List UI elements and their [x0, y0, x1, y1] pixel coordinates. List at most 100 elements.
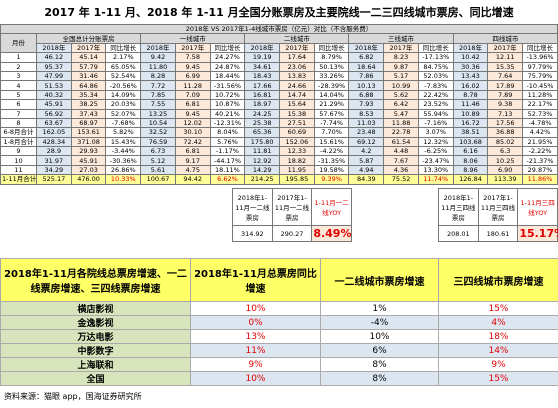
cell: 20.03% — [105, 99, 142, 110]
cell: -28.39% — [313, 80, 350, 91]
data-row: 11 34.29 27.03 26.86% 5.61 4.75 18.11% 14.29 11.… — [0, 164, 558, 176]
cell: 5.12 — [140, 155, 176, 166]
cell: 13.43 — [452, 70, 489, 82]
data-row: 6-8月合计 162.05 153.61 5.82% 32.52 30.10 8.04% 65… — [0, 127, 558, 138]
cell: 60.69 — [279, 127, 315, 138]
cell: 45.91 — [70, 155, 107, 166]
cell: 195.85 — [279, 174, 315, 185]
cell: 12.33 — [279, 146, 315, 157]
summary-header: 1-11月一二线YOY — [311, 188, 352, 226]
data-row: 中影数字 11% 6% 14% — [0, 343, 558, 358]
summary-value: 314.92 — [232, 225, 273, 242]
cell: 12.92 — [244, 155, 281, 166]
cell: 9.87 — [383, 61, 419, 72]
cell: 175.80 — [244, 136, 281, 148]
cell: 9.39% — [313, 174, 350, 185]
cell: 6.99 — [174, 70, 211, 82]
cell: 61.54 — [383, 136, 419, 148]
growth: 1% — [320, 301, 439, 316]
cell: 16.81 — [244, 89, 281, 101]
cell: 6.81 — [174, 99, 211, 110]
cell: 8.28 — [140, 70, 176, 82]
cell: 28.9 — [36, 146, 72, 157]
cell: 15.43% — [105, 136, 142, 148]
cell: 14.09% — [105, 89, 142, 101]
growth: -4% — [320, 315, 439, 330]
cell: 95.37 — [36, 61, 72, 72]
growth: 10% — [190, 371, 321, 386]
cell: 8.23 — [383, 52, 419, 63]
cell: 46.12 — [36, 52, 72, 63]
summary-header: 2018年1-11月三四线票房 — [438, 188, 479, 226]
cell: 7.89 — [487, 89, 524, 101]
cell: -7.74% — [313, 117, 350, 129]
year-header: 同比增长 — [417, 42, 454, 54]
cell: 24.87% — [209, 61, 246, 72]
cell: 371.08 — [70, 136, 107, 148]
growth: 13% — [190, 329, 321, 344]
cell: 5.87 — [348, 155, 385, 166]
cell: 11.86% — [522, 174, 558, 185]
cell: 13.30% — [417, 164, 454, 176]
cell: 6.3 — [487, 146, 524, 157]
cell: 40.21% — [209, 108, 246, 119]
cell: 21.29% — [313, 99, 350, 110]
cell: 11.81 — [244, 146, 281, 157]
cell: 22.42% — [417, 89, 454, 101]
cell: 5.61 — [140, 164, 176, 176]
year-header: 2017年 — [174, 42, 211, 54]
cell: 22.78 — [383, 127, 419, 138]
cell: 11.95 — [279, 164, 315, 176]
cell: 11.28 — [174, 80, 211, 91]
cinema-name: 全国 — [0, 371, 191, 386]
header: 一二线城市票房增速 — [320, 258, 439, 302]
summary-right: 2018年1-11月三四线票房 2017年1-11月三四线票房 1-11月三四线YO… — [438, 188, 558, 242]
group-header: 二线城市 — [244, 33, 350, 44]
summary-header: 2017年1-11月一二线票房 — [271, 188, 313, 226]
cell: 428.34 — [36, 136, 72, 148]
cell: -12.31% — [209, 117, 246, 129]
header: 2018年1-11月总票房同比增速 — [190, 258, 321, 302]
cell: 27.51 — [279, 117, 315, 129]
cell: -21.37% — [522, 155, 558, 166]
cell: 6.73 — [140, 146, 176, 157]
data-row: 2 95.37 57.79 65.05% 11.80 9.45 24.87% 34.61 23.… — [0, 61, 558, 72]
growth: 10% — [190, 301, 321, 316]
row-label: 11 — [0, 164, 37, 176]
cell: 13.83 — [279, 70, 315, 82]
cell: 7.70% — [313, 127, 350, 138]
cell: 476.00 — [70, 174, 107, 185]
cell: 5.76% — [209, 136, 246, 148]
cell: 64.86 — [70, 80, 107, 91]
cinema-name: 横店影视 — [0, 301, 191, 316]
cell: 69.12 — [348, 136, 385, 148]
growth: 4% — [438, 315, 558, 330]
row-label: 9 — [0, 146, 37, 157]
summary-header-row: 2018年1-11月三四线票房 2017年1-11月三四线票房 1-11月三四线YO… — [438, 188, 558, 226]
cell: 14.29 — [244, 164, 281, 176]
year-header: 同比增长 — [209, 42, 246, 54]
row-label: 8 — [0, 117, 37, 129]
growth: 11% — [190, 343, 321, 358]
cell: 8.79% — [313, 52, 350, 63]
data-row: 万达电影 13% 10% 18% — [0, 329, 558, 344]
summary-value: 15.17% — [517, 225, 558, 242]
header-row: 2018年1-11月各院线总票房增速、一二线票房增速、三四线票房增速 2018年1… — [0, 258, 558, 302]
cell: 32.52 — [140, 127, 176, 138]
cell: 6.90 — [487, 164, 524, 176]
cell: -20.56% — [105, 80, 142, 91]
cell: 52.54% — [105, 70, 142, 82]
cell: 97.79% — [522, 61, 558, 72]
cell: 76.59 — [140, 136, 176, 148]
cell: 31.97 — [36, 155, 72, 166]
cell: 38.25 — [70, 99, 107, 110]
row-label: 6-8月合计 — [0, 127, 37, 138]
cell: -17.13% — [417, 52, 454, 63]
cell: -30.36% — [105, 155, 142, 166]
cell: 10.33% — [105, 174, 142, 185]
cinema-name: 万达电影 — [0, 329, 191, 344]
growth: 8% — [320, 371, 439, 386]
cell: 7.58 — [174, 52, 211, 63]
cell: 525.17 — [36, 174, 72, 185]
cell: 35.34 — [70, 89, 107, 101]
